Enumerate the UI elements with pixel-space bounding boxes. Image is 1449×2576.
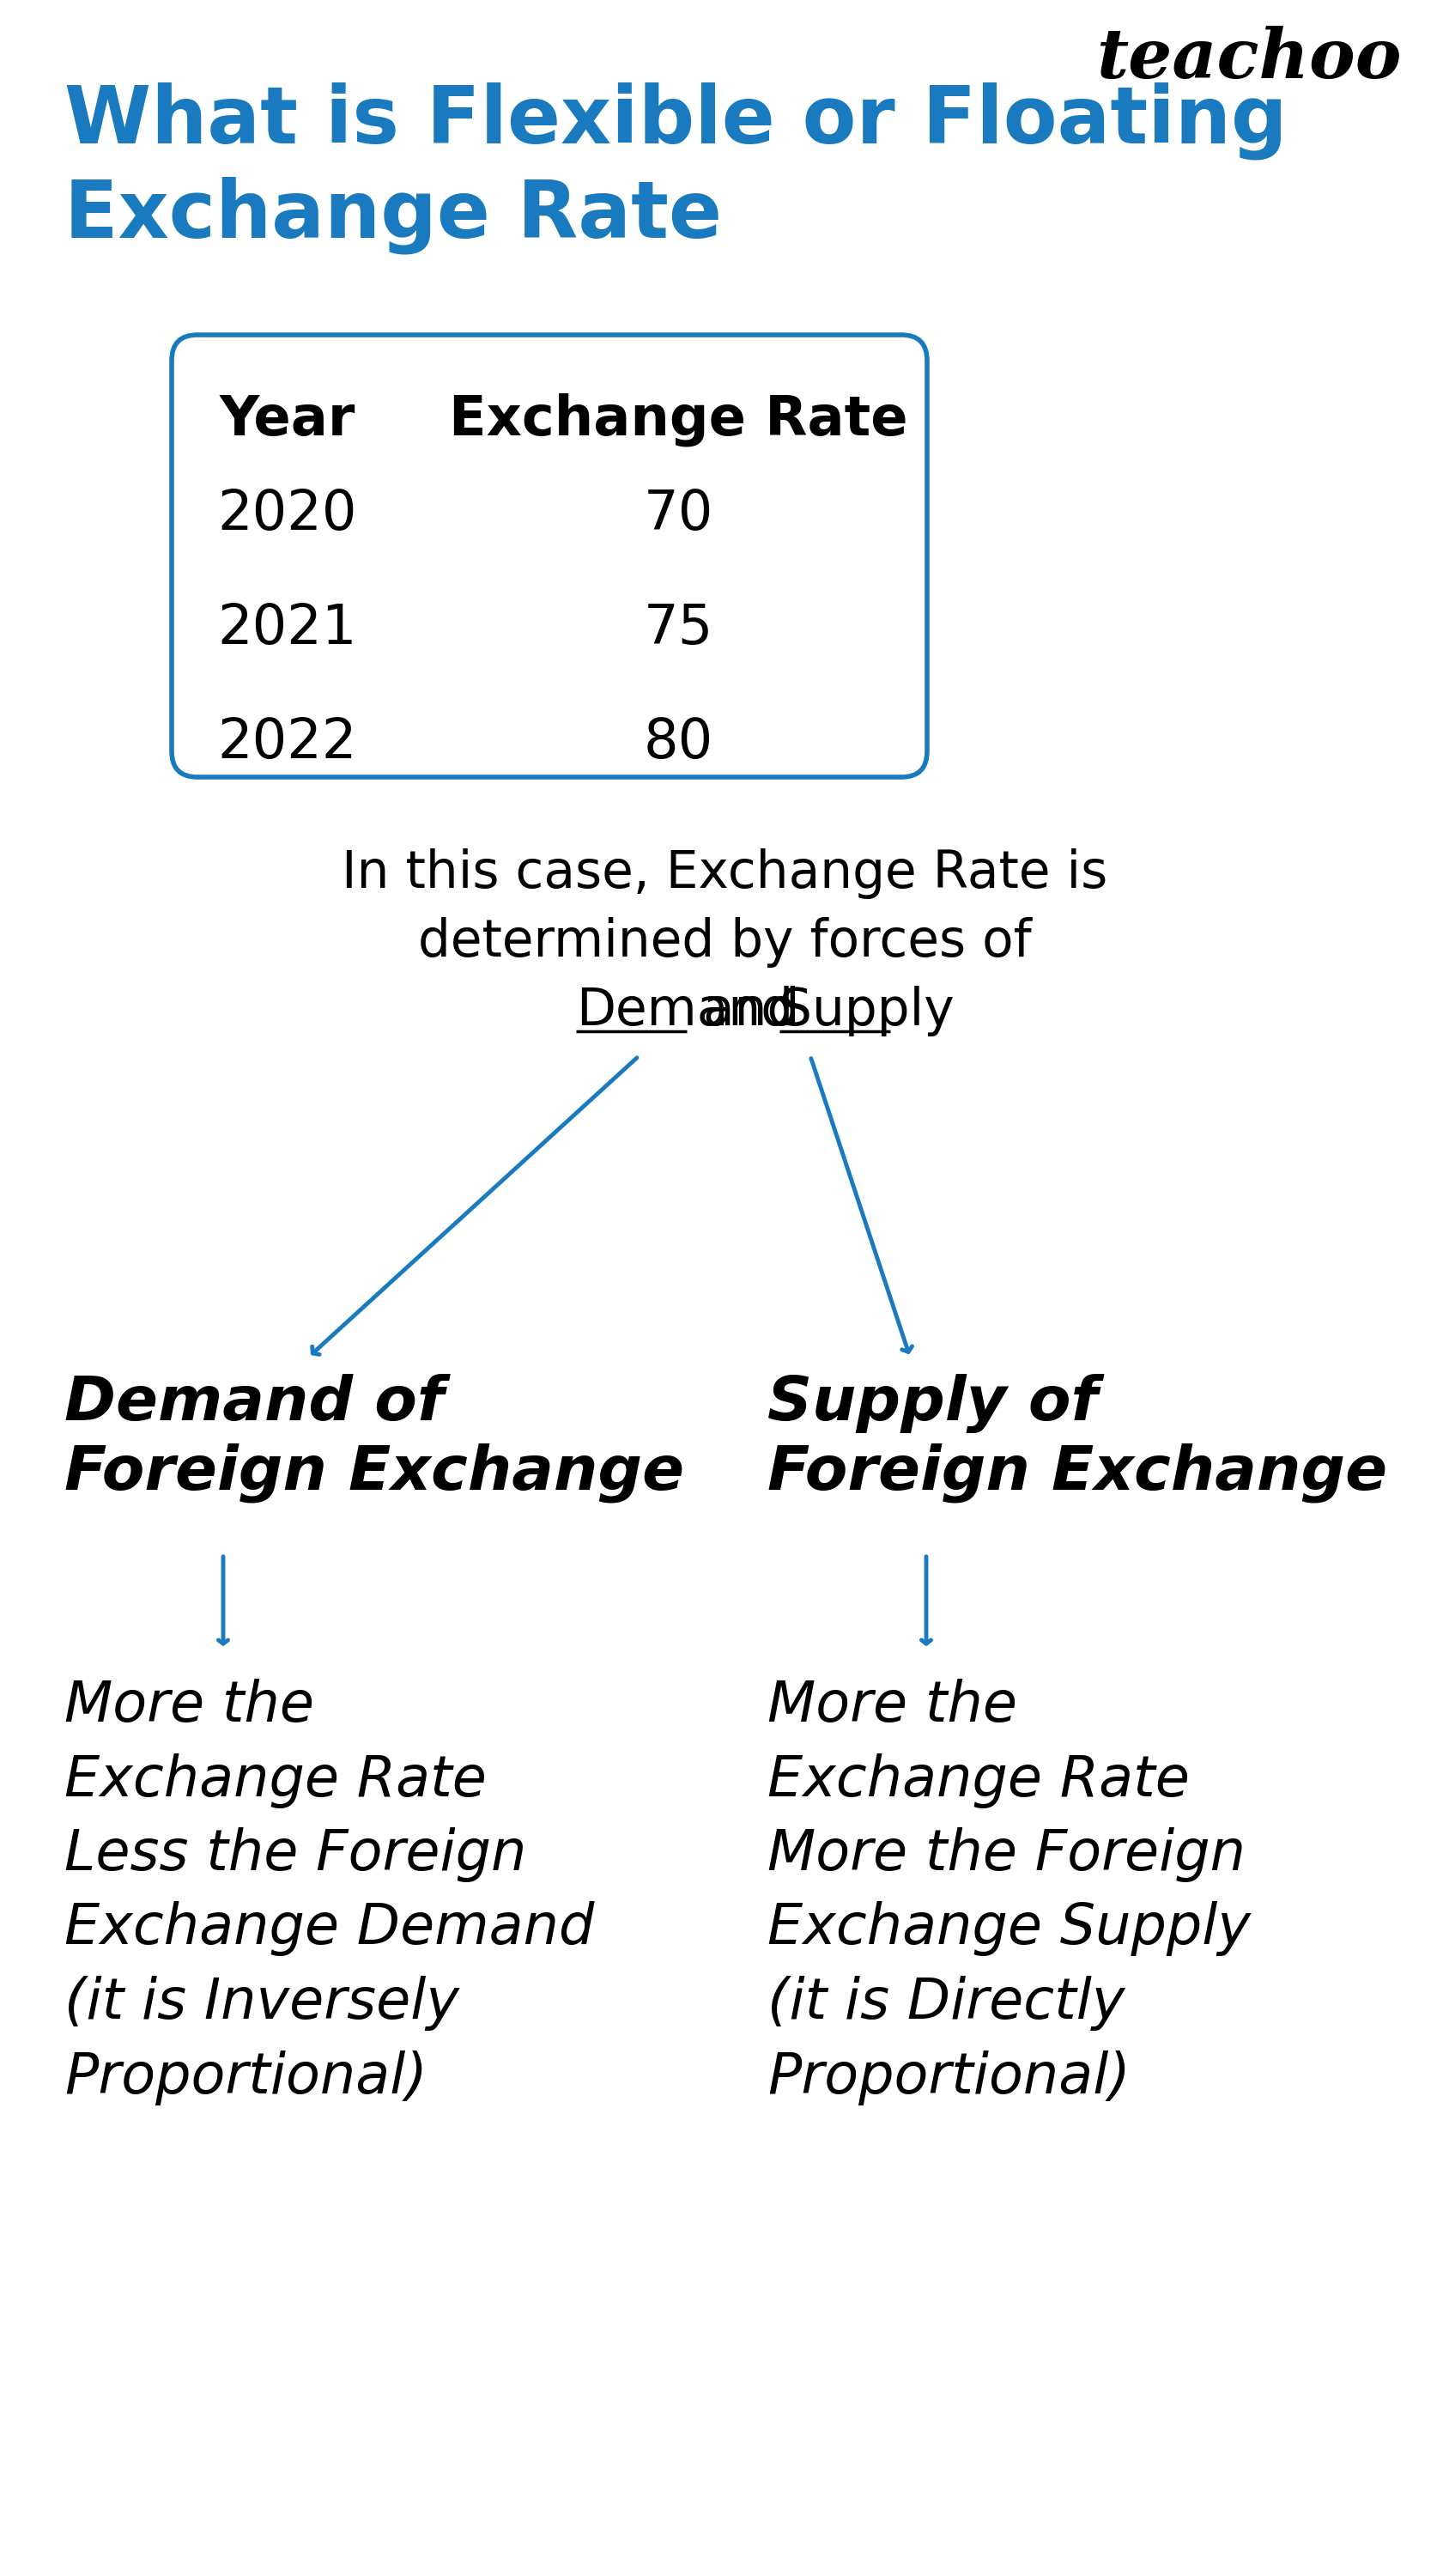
Text: 75: 75: [643, 603, 713, 654]
Text: Supply of: Supply of: [768, 1373, 1098, 1432]
Text: 70: 70: [643, 487, 713, 541]
Text: Foreign Exchange: Foreign Exchange: [64, 1443, 684, 1502]
Text: 80: 80: [643, 716, 713, 770]
Text: 2020: 2020: [217, 487, 358, 541]
Text: Year: Year: [220, 394, 355, 446]
Text: teachoo: teachoo: [1097, 26, 1401, 93]
Text: and: and: [687, 987, 816, 1036]
Text: Demand: Demand: [577, 987, 794, 1036]
Text: Exchange Rate: Exchange Rate: [64, 175, 722, 255]
FancyBboxPatch shape: [171, 335, 927, 778]
Text: Foreign Exchange: Foreign Exchange: [768, 1443, 1387, 1502]
Text: determined by forces of: determined by forces of: [417, 917, 1032, 969]
Text: More the
Exchange Rate
Less the Foreign
Exchange Demand
(it is Inversely
Proport: More the Exchange Rate Less the Foreign …: [64, 1680, 594, 2105]
Text: Exchange Rate: Exchange Rate: [449, 394, 907, 448]
Text: Supply: Supply: [780, 987, 953, 1036]
Text: In this case, Exchange Rate is: In this case, Exchange Rate is: [342, 848, 1107, 899]
Text: What is Flexible or Floating: What is Flexible or Floating: [64, 82, 1287, 160]
Text: 2022: 2022: [217, 716, 358, 770]
Text: More the
Exchange Rate
More the Foreign
Exchange Supply
(it is Directly
Proporti: More the Exchange Rate More the Foreign …: [768, 1680, 1250, 2105]
Text: 2021: 2021: [217, 603, 358, 654]
Text: Demand of: Demand of: [64, 1373, 443, 1432]
